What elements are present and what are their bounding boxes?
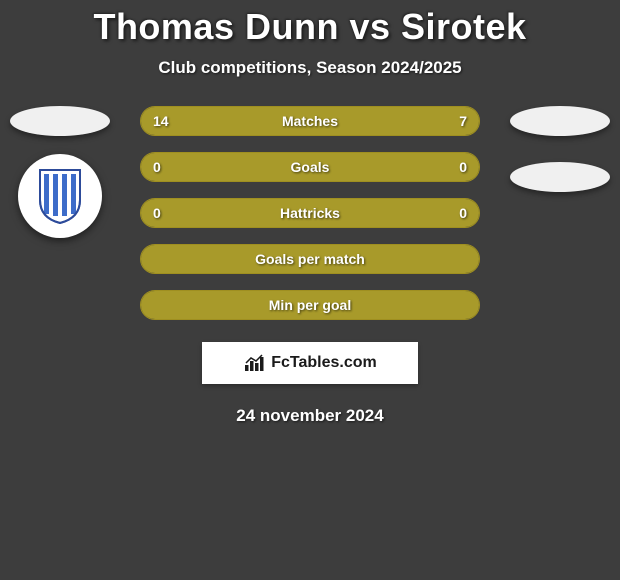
stat-label: Goals (141, 153, 479, 181)
left-player-col (10, 106, 110, 320)
stat-label: Goals per match (141, 245, 479, 273)
brand-box[interactable]: FcTables.com (202, 342, 418, 384)
stat-value-right: 7 (459, 107, 467, 135)
stat-value-right: 0 (459, 199, 467, 227)
stat-label: Matches (141, 107, 479, 135)
chart-icon (243, 353, 267, 373)
stat-value-right: 0 (459, 153, 467, 181)
right-player-col (510, 106, 610, 320)
shield-icon (37, 168, 83, 224)
stat-label: Min per goal (141, 291, 479, 319)
brand-text: FcTables.com (271, 354, 377, 372)
main-row: 14Matches70Goals00Hattricks0Goals per ma… (0, 106, 620, 320)
stat-row: 0Hattricks0 (140, 198, 480, 228)
comparison-widget: Thomas Dunn vs Sirotek Club competitions… (0, 0, 620, 426)
club-badge-placeholder-right (510, 162, 610, 192)
club-badge-left (18, 154, 102, 238)
stat-row: 0Goals0 (140, 152, 480, 182)
date-label: 24 november 2024 (0, 406, 620, 426)
stat-row: 14Matches7 (140, 106, 480, 136)
stats-column: 14Matches70Goals00Hattricks0Goals per ma… (140, 106, 480, 320)
player-avatar-placeholder-left (10, 106, 110, 136)
stat-label: Hattricks (141, 199, 479, 227)
player-avatar-placeholder-right (510, 106, 610, 136)
stat-row: Min per goal (140, 290, 480, 320)
page-title: Thomas Dunn vs Sirotek (0, 6, 620, 48)
subtitle: Club competitions, Season 2024/2025 (0, 58, 620, 78)
stat-row: Goals per match (140, 244, 480, 274)
